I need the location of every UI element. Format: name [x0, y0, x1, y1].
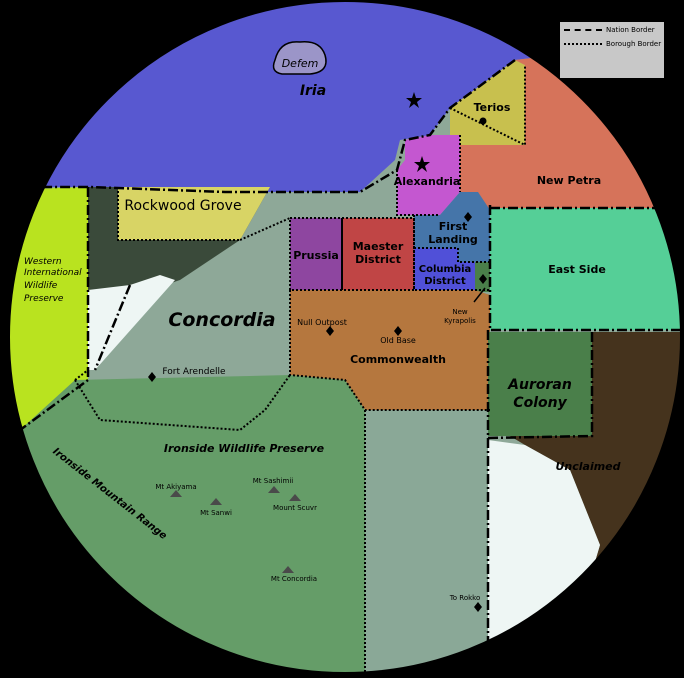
label-commonwealth: Commonwealth [350, 353, 446, 366]
city-dot-icon [479, 117, 487, 125]
place-diamond-icon [474, 602, 482, 612]
label-to-rokko: To Rokko [449, 594, 481, 602]
label-first-landing-2: Landing [428, 233, 478, 246]
label-western-preserve-2: International [24, 268, 82, 278]
region-ironside[interactable] [0, 375, 365, 678]
place-diamond-icon [464, 212, 472, 222]
label-western-preserve-3: Wildlife [24, 281, 58, 291]
region-commonwealth[interactable] [290, 290, 490, 410]
label-columbia-2: District [424, 276, 466, 287]
place-diamond-icon [394, 326, 402, 336]
label-rockwood-grove: Rockwood Grove [124, 198, 241, 214]
mountain-icon [282, 566, 294, 573]
label-maester-1: Maester [353, 240, 404, 253]
label-mt-sashimii: Mt Sashimii [253, 477, 294, 485]
label-iria: Iria [300, 83, 326, 99]
label-null-outpost: Null Outpost [297, 318, 347, 327]
region-alexandria[interactable] [397, 135, 460, 215]
label-old-base: Old Base [380, 336, 416, 345]
label-mt-akiyama: Mt Akiyama [155, 483, 196, 491]
nation-borders [19, 58, 684, 678]
region-terios[interactable] [450, 60, 525, 145]
label-prussia: Prussia [293, 249, 339, 262]
label-columbia-1: Columbia [419, 264, 472, 275]
label-auroran-1: Auroran [507, 377, 572, 393]
mountain-icon [289, 494, 301, 501]
label-new-kyrapolis-1: New [452, 308, 468, 316]
region-snow [88, 275, 175, 370]
label-new-petra: New Petra [537, 174, 601, 187]
region-defem[interactable] [272, 41, 327, 75]
region-maester[interactable] [342, 218, 414, 290]
mountain-icon [210, 498, 222, 505]
label-maester-2: District [355, 253, 401, 266]
label-unclaimed: Unclaimed [555, 460, 620, 473]
region-east-side[interactable] [490, 208, 684, 330]
label-mount-scuvr: Mount Scuvr [273, 504, 317, 512]
borough-borders [74, 65, 526, 678]
region-rockwood-grove[interactable] [118, 187, 270, 240]
label-east-side: East Side [548, 263, 606, 276]
label-mt-concordia: Mt Concordia [271, 575, 317, 583]
borough-line-icon [564, 43, 602, 45]
label-ironside-preserve: Ironside Wildlife Preserve [164, 442, 325, 455]
region-auroran[interactable] [488, 332, 592, 436]
label-new-kyrapolis-2: Kyrapolis [444, 317, 476, 325]
label-mt-sanwi: Mt Sanwi [200, 509, 232, 517]
label-western-preserve-4: Preserve [24, 294, 64, 304]
place-diamond-icon [148, 372, 156, 382]
map-legend: Nation Border Borough Border [560, 22, 664, 78]
legend-borough: Borough Border [564, 40, 661, 48]
place-diamond-icon [479, 274, 487, 284]
label-fort-arendelle: Fort Arendelle [162, 367, 226, 377]
label-western-preserve-1: Western [24, 257, 62, 267]
label-terios: Terios [474, 101, 511, 114]
legend-borough-label: Borough Border [606, 40, 662, 48]
region-first-landing[interactable] [414, 192, 490, 262]
legend-nation: Nation Border [564, 26, 655, 34]
mountain-icon [268, 486, 280, 493]
nation-line-icon [564, 29, 602, 31]
label-concordia: Concordia [168, 309, 275, 331]
legend-nation-label: Nation Border [606, 26, 655, 34]
place-diamond-icon [326, 326, 334, 336]
label-first-landing-1: First [439, 220, 468, 233]
region-prussia[interactable] [290, 218, 342, 290]
label-alexandria: Alexandria [394, 175, 461, 188]
capital-star-icon [414, 156, 430, 172]
mountain-icon [170, 490, 182, 497]
capital-star-icon [406, 92, 422, 108]
region-columbia[interactable] [414, 248, 475, 290]
region-south-strip[interactable] [365, 410, 488, 678]
label-auroran-2: Colony [513, 395, 567, 411]
label-defem: Defem [282, 57, 319, 70]
